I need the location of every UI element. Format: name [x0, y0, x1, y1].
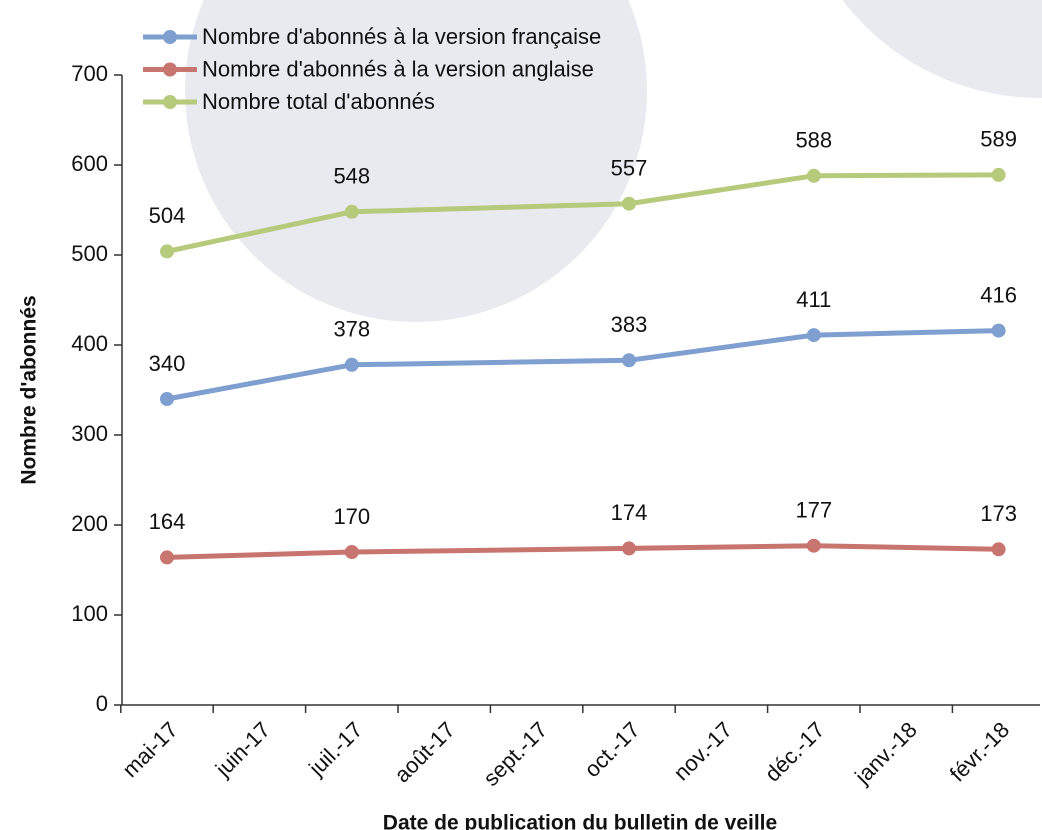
data-point: [622, 353, 636, 368]
data-point: [622, 196, 636, 211]
data-point: [806, 328, 821, 343]
data-point: [991, 323, 1006, 338]
x-tick-label: mai-17: [117, 717, 182, 782]
data-point: [344, 204, 359, 219]
y-axis-label: Nombre d'abonnés: [18, 295, 41, 484]
data-label: 548: [333, 164, 370, 189]
y-tick-label: 400: [71, 331, 108, 356]
data-label: 174: [611, 500, 648, 525]
data-point: [991, 542, 1006, 557]
data-label: 411: [796, 287, 831, 312]
data-point: [160, 392, 174, 406]
data-label: 340: [149, 351, 186, 376]
data-label: 173: [980, 501, 1017, 526]
data-label: 383: [611, 312, 648, 337]
data-label: 170: [333, 504, 370, 529]
legend-label: Nombre total d'abonnés: [202, 89, 435, 114]
data-label: 378: [333, 317, 370, 342]
y-tick-label: 0: [96, 691, 108, 716]
data-label: 504: [149, 203, 186, 228]
y-tick-label: 200: [71, 511, 108, 536]
legend-marker: [163, 62, 177, 77]
data-point: [344, 545, 359, 559]
decor-circle: [842, 0, 1042, 98]
legend-label: Nombre d'abonnés à la version française: [202, 24, 601, 49]
data-point: [806, 168, 821, 183]
series-line: [166, 328, 999, 402]
data-point: [622, 541, 636, 556]
legend-marker: [163, 95, 177, 109]
decor-circle: [185, 0, 647, 322]
x-tick-label: nov.-17: [669, 717, 737, 785]
y-tick-label: 100: [71, 601, 108, 626]
x-tick-label: févr.-18: [945, 717, 1015, 787]
x-tick-label: oct.-17: [579, 717, 644, 782]
y-tick-label: 700: [71, 61, 108, 86]
x-tick-label: janv.-18: [849, 717, 922, 790]
data-label: 557: [611, 156, 648, 181]
y-tick-label: 600: [71, 151, 108, 176]
x-tick-label: juil.-17: [303, 717, 367, 781]
data-point: [806, 538, 821, 553]
legend-marker: [163, 30, 177, 44]
data-point: [344, 357, 359, 372]
data-point: [160, 244, 174, 259]
data-point: [991, 167, 1006, 182]
x-tick-label: juin-17: [210, 717, 275, 782]
data-label: 588: [795, 128, 832, 153]
series-line: [166, 543, 999, 560]
data-label: 164: [149, 509, 186, 534]
y-tick-label: 300: [71, 421, 108, 446]
data-label: 177: [795, 498, 832, 523]
x-tick-label: sept.-17: [478, 717, 552, 791]
data-label: 589: [980, 127, 1017, 152]
x-tick-label: déc.-17: [760, 717, 830, 787]
legend-label: Nombre d'abonnés à la version anglaise: [202, 56, 594, 81]
y-tick-label: 500: [71, 241, 108, 266]
x-axis-label: Date de publication du bulletin de veill…: [383, 812, 777, 830]
data-point: [160, 550, 174, 565]
data-label: 416: [980, 282, 1017, 307]
x-tick-label: août-17: [389, 717, 459, 787]
